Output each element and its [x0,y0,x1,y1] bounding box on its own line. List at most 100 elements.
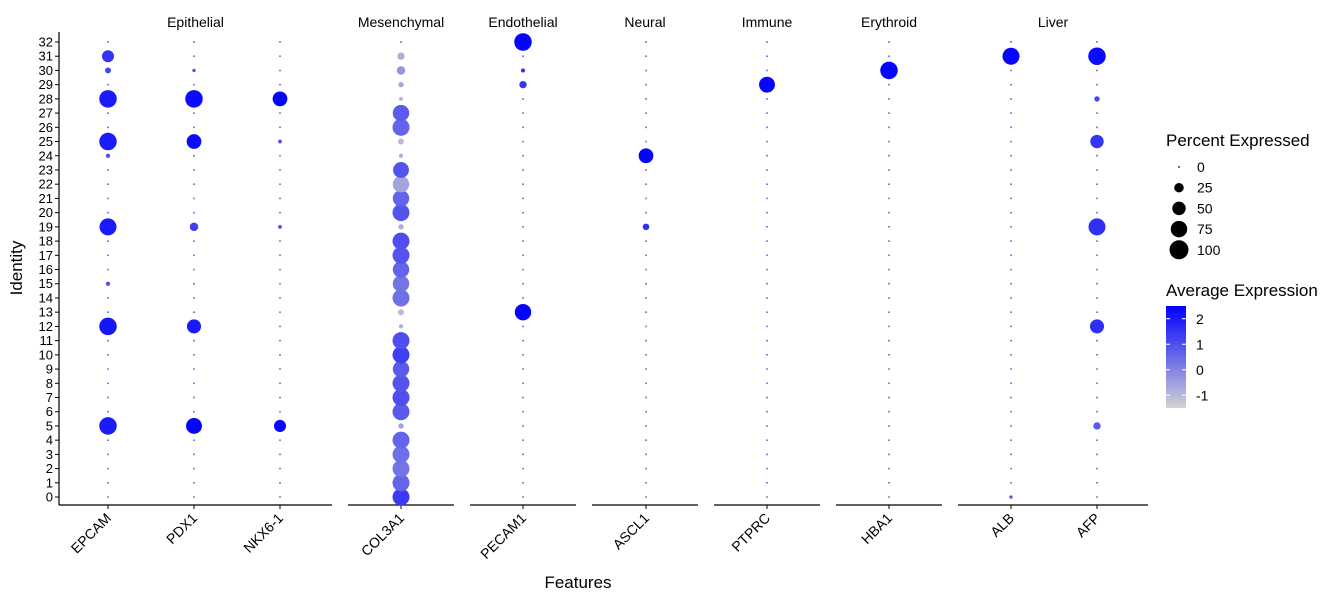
dot-ASCL1-22 [645,183,647,186]
dot-EPCAM-17 [107,254,109,257]
dot-PECAM1-23 [522,169,524,171]
dot-NKX6-1-25 [278,139,282,144]
dot-COL3A1-10 [392,346,410,364]
dot-COL3A1-25 [398,138,404,145]
dot-ALB-16 [1010,268,1012,271]
y-tick-label: 28 [39,91,53,106]
y-tick-label: 13 [39,305,53,320]
dot-AFP-18 [1096,240,1098,243]
dot-PDX1-0 [193,496,195,498]
panel-erythroid: Erythroid HBA1 [836,14,942,547]
size-legend-label: 0 [1197,159,1205,175]
panel-immune: Immune PTPRC [714,14,820,555]
y-tick-label: 20 [39,205,53,220]
dot-ASCL1-8 [645,382,647,385]
x-tick-label: COL3A1 [358,510,407,559]
dot-AFP-9 [1096,368,1098,371]
dot-HBA1-10 [888,353,890,356]
dot-ASCL1-14 [645,297,647,299]
dot-ALB-9 [1010,368,1012,371]
dot-NKX6-1-2 [279,467,281,470]
dot-ALB-26 [1010,126,1012,129]
dot-PTPRC-23 [766,169,768,171]
dot-AFP-8 [1096,382,1098,385]
dot-ALB-8 [1010,382,1012,385]
dot-EPCAM-4 [107,439,109,442]
dot-ASCL1-21 [645,197,647,200]
dot-ASCL1-23 [645,169,647,171]
dot-PTPRC-19 [766,225,768,228]
panel-strip-label: Erythroid [861,14,917,30]
dot-HBA1-23 [888,169,890,171]
color-legend-bar [1166,306,1186,408]
dot-PECAM1-4 [522,439,524,442]
dot-PECAM1-17 [522,254,524,257]
dot-HBA1-24 [888,154,890,157]
color-legend-label: 2 [1196,311,1204,327]
y-tick-label: 24 [39,148,53,163]
dot-HBA1-3 [888,453,890,456]
legend: Percent Expressed 0 25 50 75 100 Average Expre… [1166,131,1318,408]
dot-PECAM1-2 [522,467,524,470]
dot-PECAM1-16 [522,268,524,271]
dot-NKX6-1-20 [279,211,281,214]
y-axis: 0123456789101112131415161718192021222324… [39,32,60,505]
dot-EPCAM-0 [107,496,109,498]
dot-PDX1-21 [193,197,195,200]
dot-AFP-12 [1089,319,1105,334]
dot-PDX1-15 [193,282,195,285]
dot-HBA1-26 [888,126,890,129]
dot-HBA1-19 [888,225,890,228]
dot-PTPRC-22 [766,183,768,186]
dot-PDX1-13 [193,311,195,314]
dot-PDX1-31 [193,55,195,58]
dot-ASCL1-0 [645,496,647,498]
dot-NKX6-1-16 [279,268,281,271]
dot-NKX6-1-26 [279,126,281,129]
y-tick-label: 26 [39,120,53,135]
dot-HBA1-12 [888,325,890,328]
dot-PDX1-28 [185,90,203,108]
dot-ALB-27 [1010,112,1012,115]
dot-PDX1-25 [186,134,202,149]
dot-PDX1-1 [193,481,195,484]
dot-PDX1-3 [193,453,195,456]
dot-COL3A1-4 [392,431,410,449]
panel-strip-label: Epithelial [167,14,224,30]
dot-AFP-29 [1096,83,1098,86]
dot-AFP-15 [1096,282,1098,285]
dot-EPCAM-21 [107,197,109,200]
dot-ALB-6 [1010,410,1012,413]
dot-NKX6-1-19 [278,224,282,229]
dot-PTPRC-15 [766,282,768,285]
dot-AFP-19 [1088,218,1106,236]
y-tick-label: 8 [46,376,53,391]
dot-COL3A1-20 [392,204,410,222]
y-tick-label: 27 [39,106,53,121]
dot-PECAM1-11 [522,339,524,342]
dot-PTPRC-3 [766,453,768,456]
dot-PECAM1-1 [522,481,524,484]
dot-EPCAM-32 [107,41,109,43]
dot-AFP-30 [1096,69,1098,72]
dot-PTPRC-12 [766,325,768,328]
dot-ALB-4 [1010,439,1012,442]
x-tick-label: EPCAM [68,510,115,557]
dot-AFP-6 [1096,410,1098,413]
y-tick-label: 17 [39,248,53,263]
dot-NKX6-1-10 [279,353,281,356]
dot-ALB-3 [1010,453,1012,456]
dot-PDX1-22 [193,183,195,186]
dot-ALB-20 [1010,211,1012,214]
dot-PDX1-20 [193,211,195,214]
dot-PECAM1-15 [522,282,524,285]
dot-EPCAM-13 [107,311,109,314]
size-legend-label: 75 [1197,221,1213,237]
dot-HBA1-9 [888,368,890,371]
dot-AFP-26 [1096,126,1098,129]
dot-PDX1-18 [193,240,195,243]
dot-NKX6-1-23 [279,169,281,171]
y-tick-label: 29 [39,77,53,92]
x-tick-label: PECAM1 [477,510,529,562]
dot-COL3A1-22 [392,175,410,193]
